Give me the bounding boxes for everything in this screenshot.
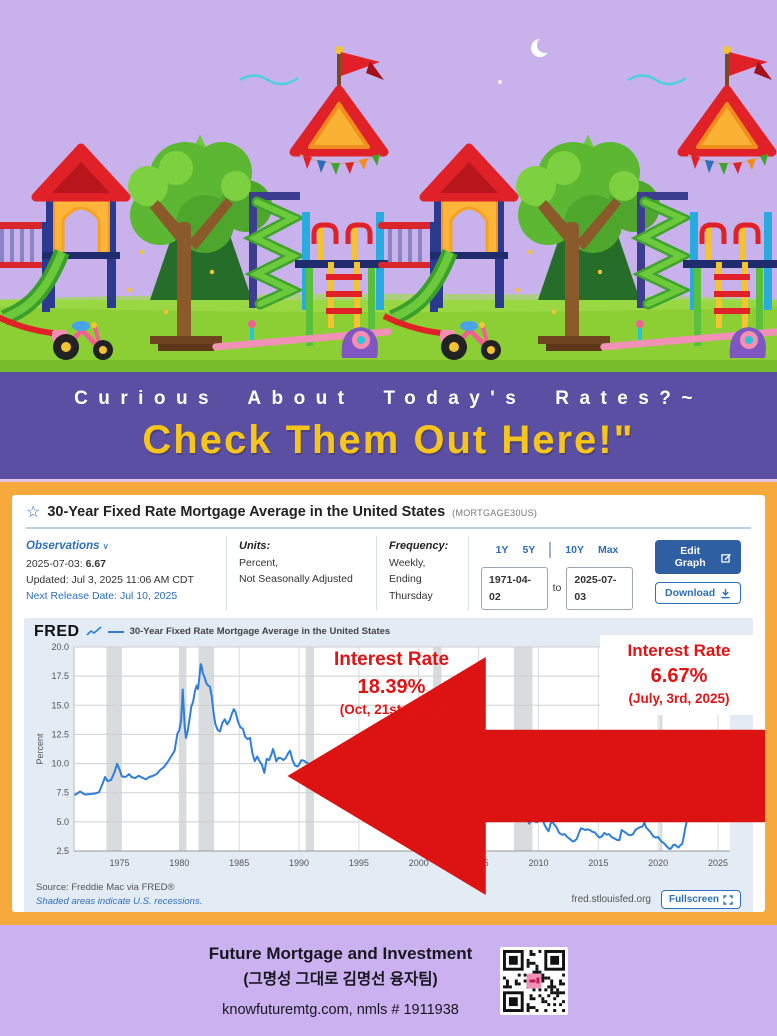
svg-text:20.0: 20.0 <box>51 642 69 652</box>
legend-label: 30-Year Fixed Rate Mortgage Average in t… <box>129 626 391 638</box>
source-text: Source: Freddie Mac via FRED® <box>36 881 175 893</box>
svg-text:10.0: 10.0 <box>51 758 69 768</box>
banner-line1: Curious About Today's Rates?~ <box>74 388 703 409</box>
svg-text:2015: 2015 <box>588 858 608 868</box>
range-10y-button[interactable]: 10Y <box>565 544 584 556</box>
svg-text:2000: 2000 <box>409 858 429 868</box>
svg-text:1995: 1995 <box>349 858 369 868</box>
range-column: 1Y 5Y 10Y Max 1971-04-02 to 2025-07-03 <box>468 536 643 610</box>
footer: Future Mortgage and Investment (그명성 그대로 … <box>0 925 777 1036</box>
observations-link[interactable]: Observations ∨ <box>26 540 110 552</box>
date-to-input[interactable]: 2025-07-03 <box>566 567 633 610</box>
updated-text: Updated: Jul 3, 2025 11:06 AM CDT <box>26 574 194 587</box>
star-icon[interactable]: ☆ <box>26 504 41 521</box>
fullscreen-icon <box>723 895 733 905</box>
svg-text:12.5: 12.5 <box>51 729 69 739</box>
frequency-value-2: Ending Thursday <box>389 573 433 602</box>
svg-text:2020: 2020 <box>648 858 668 868</box>
svg-text:1990: 1990 <box>289 858 309 868</box>
frequency-value-1: Weekly, <box>389 557 426 570</box>
arrow-down-icon <box>698 721 765 912</box>
range-1y-button[interactable]: 1Y <box>495 544 509 556</box>
moon-icon <box>531 37 553 57</box>
arrow-left-icon <box>287 656 765 895</box>
latest-observation: 2025-07-03: 6.67 <box>26 557 106 570</box>
download-button[interactable]: Download <box>655 582 742 604</box>
banner-line2: Check Them Out Here!" <box>142 418 635 462</box>
fred-sparkline-icon <box>85 626 102 636</box>
range-separator <box>549 542 552 559</box>
svg-text:5.0: 5.0 <box>56 817 69 827</box>
units-column: Units: Percent, Not Seasonally Adjusted <box>226 536 376 610</box>
actions-column: Edit Graph Download <box>643 536 751 610</box>
svg-text:2010: 2010 <box>528 858 548 868</box>
edit-graph-button[interactable]: Edit Graph <box>655 540 742 574</box>
svg-text:1975: 1975 <box>109 858 129 868</box>
svg-text:17.5: 17.5 <box>51 671 69 681</box>
pencil-icon <box>721 553 732 563</box>
series-id: (MORTGAGE30US) <box>452 508 538 518</box>
next-release-link[interactable]: Next Release Date: Jul 10, 2025 <box>26 590 178 603</box>
download-icon <box>721 588 730 598</box>
fred-card: ☆ 30-Year Fixed Rate Mortgage Average in… <box>12 495 765 912</box>
peak-annotation: Interest Rate 18.39% (Oct, 21st, 1981) <box>333 648 450 717</box>
playground-scene-svg <box>0 0 777 372</box>
banner: Curious About Today's Rates?~ Check Them… <box>0 372 777 482</box>
svg-text:7.5: 7.5 <box>56 788 69 798</box>
range-5y-button[interactable]: 5Y <box>522 544 536 556</box>
contact-info: knowfuturemtg.com, nmls # 1911938 <box>222 1001 459 1018</box>
legend-line-swatch <box>107 630 124 634</box>
company-name: Future Mortgage and Investment <box>208 943 473 963</box>
svg-text:2.5: 2.5 <box>56 846 69 856</box>
units-value-2: Not Seasonally Adjusted <box>239 573 353 586</box>
current-annotation: Interest Rate 6.67% (July, 3rd, 2025) <box>600 634 758 716</box>
meta-row: Observations ∨ 2025-07-03: 6.67 Updated:… <box>12 529 765 618</box>
chart-title: 30-Year Fixed Rate Mortgage Average in t… <box>47 504 446 520</box>
team-name: (그명성 그대로 김명선 융자팀) <box>243 970 438 988</box>
recession-note-link[interactable]: Shaded areas indicate U.S. recessions. <box>36 896 203 908</box>
qr-code-svg <box>503 949 566 1012</box>
chart-frame: ☆ 30-Year Fixed Rate Mortgage Average in… <box>0 482 777 925</box>
observations-column: Observations ∨ 2025-07-03: 6.67 Updated:… <box>26 536 226 610</box>
svg-text:Percent: Percent <box>35 733 45 765</box>
sparkle-icon <box>498 80 502 84</box>
svg-text:15.0: 15.0 <box>51 700 69 710</box>
date-from-input[interactable]: 1971-04-02 <box>481 567 548 610</box>
chevron-down-icon: ∨ <box>102 541 110 551</box>
graph-box: FRED 30-Year Fixed Rate Mortgage Average… <box>24 617 765 912</box>
divider <box>26 527 751 529</box>
svg-text:1980: 1980 <box>169 858 189 868</box>
latest-value: 6.67 <box>85 557 106 570</box>
svg-text:2025: 2025 <box>708 858 728 868</box>
site-url: fred.stlouisfed.org <box>571 894 651 906</box>
playground-illustration <box>0 0 777 372</box>
fullscreen-button[interactable]: Fullscreen <box>660 890 741 910</box>
frequency-label: Frequency: <box>389 540 449 552</box>
units-value-1: Percent, <box>239 557 279 570</box>
units-label: Units: <box>239 540 271 552</box>
fred-logo: FRED <box>34 622 80 640</box>
range-max-button[interactable]: Max <box>597 544 619 556</box>
svg-text:1985: 1985 <box>229 858 249 868</box>
plot-area: 2.5 5.0 7.5 10.0 12.5 15.0 17.5 20.0 1975 1980 198… <box>34 634 765 895</box>
frequency-column: Frequency: Weekly, Ending Thursday <box>376 536 468 610</box>
to-label: to <box>552 582 562 595</box>
qr-code <box>500 946 569 1015</box>
